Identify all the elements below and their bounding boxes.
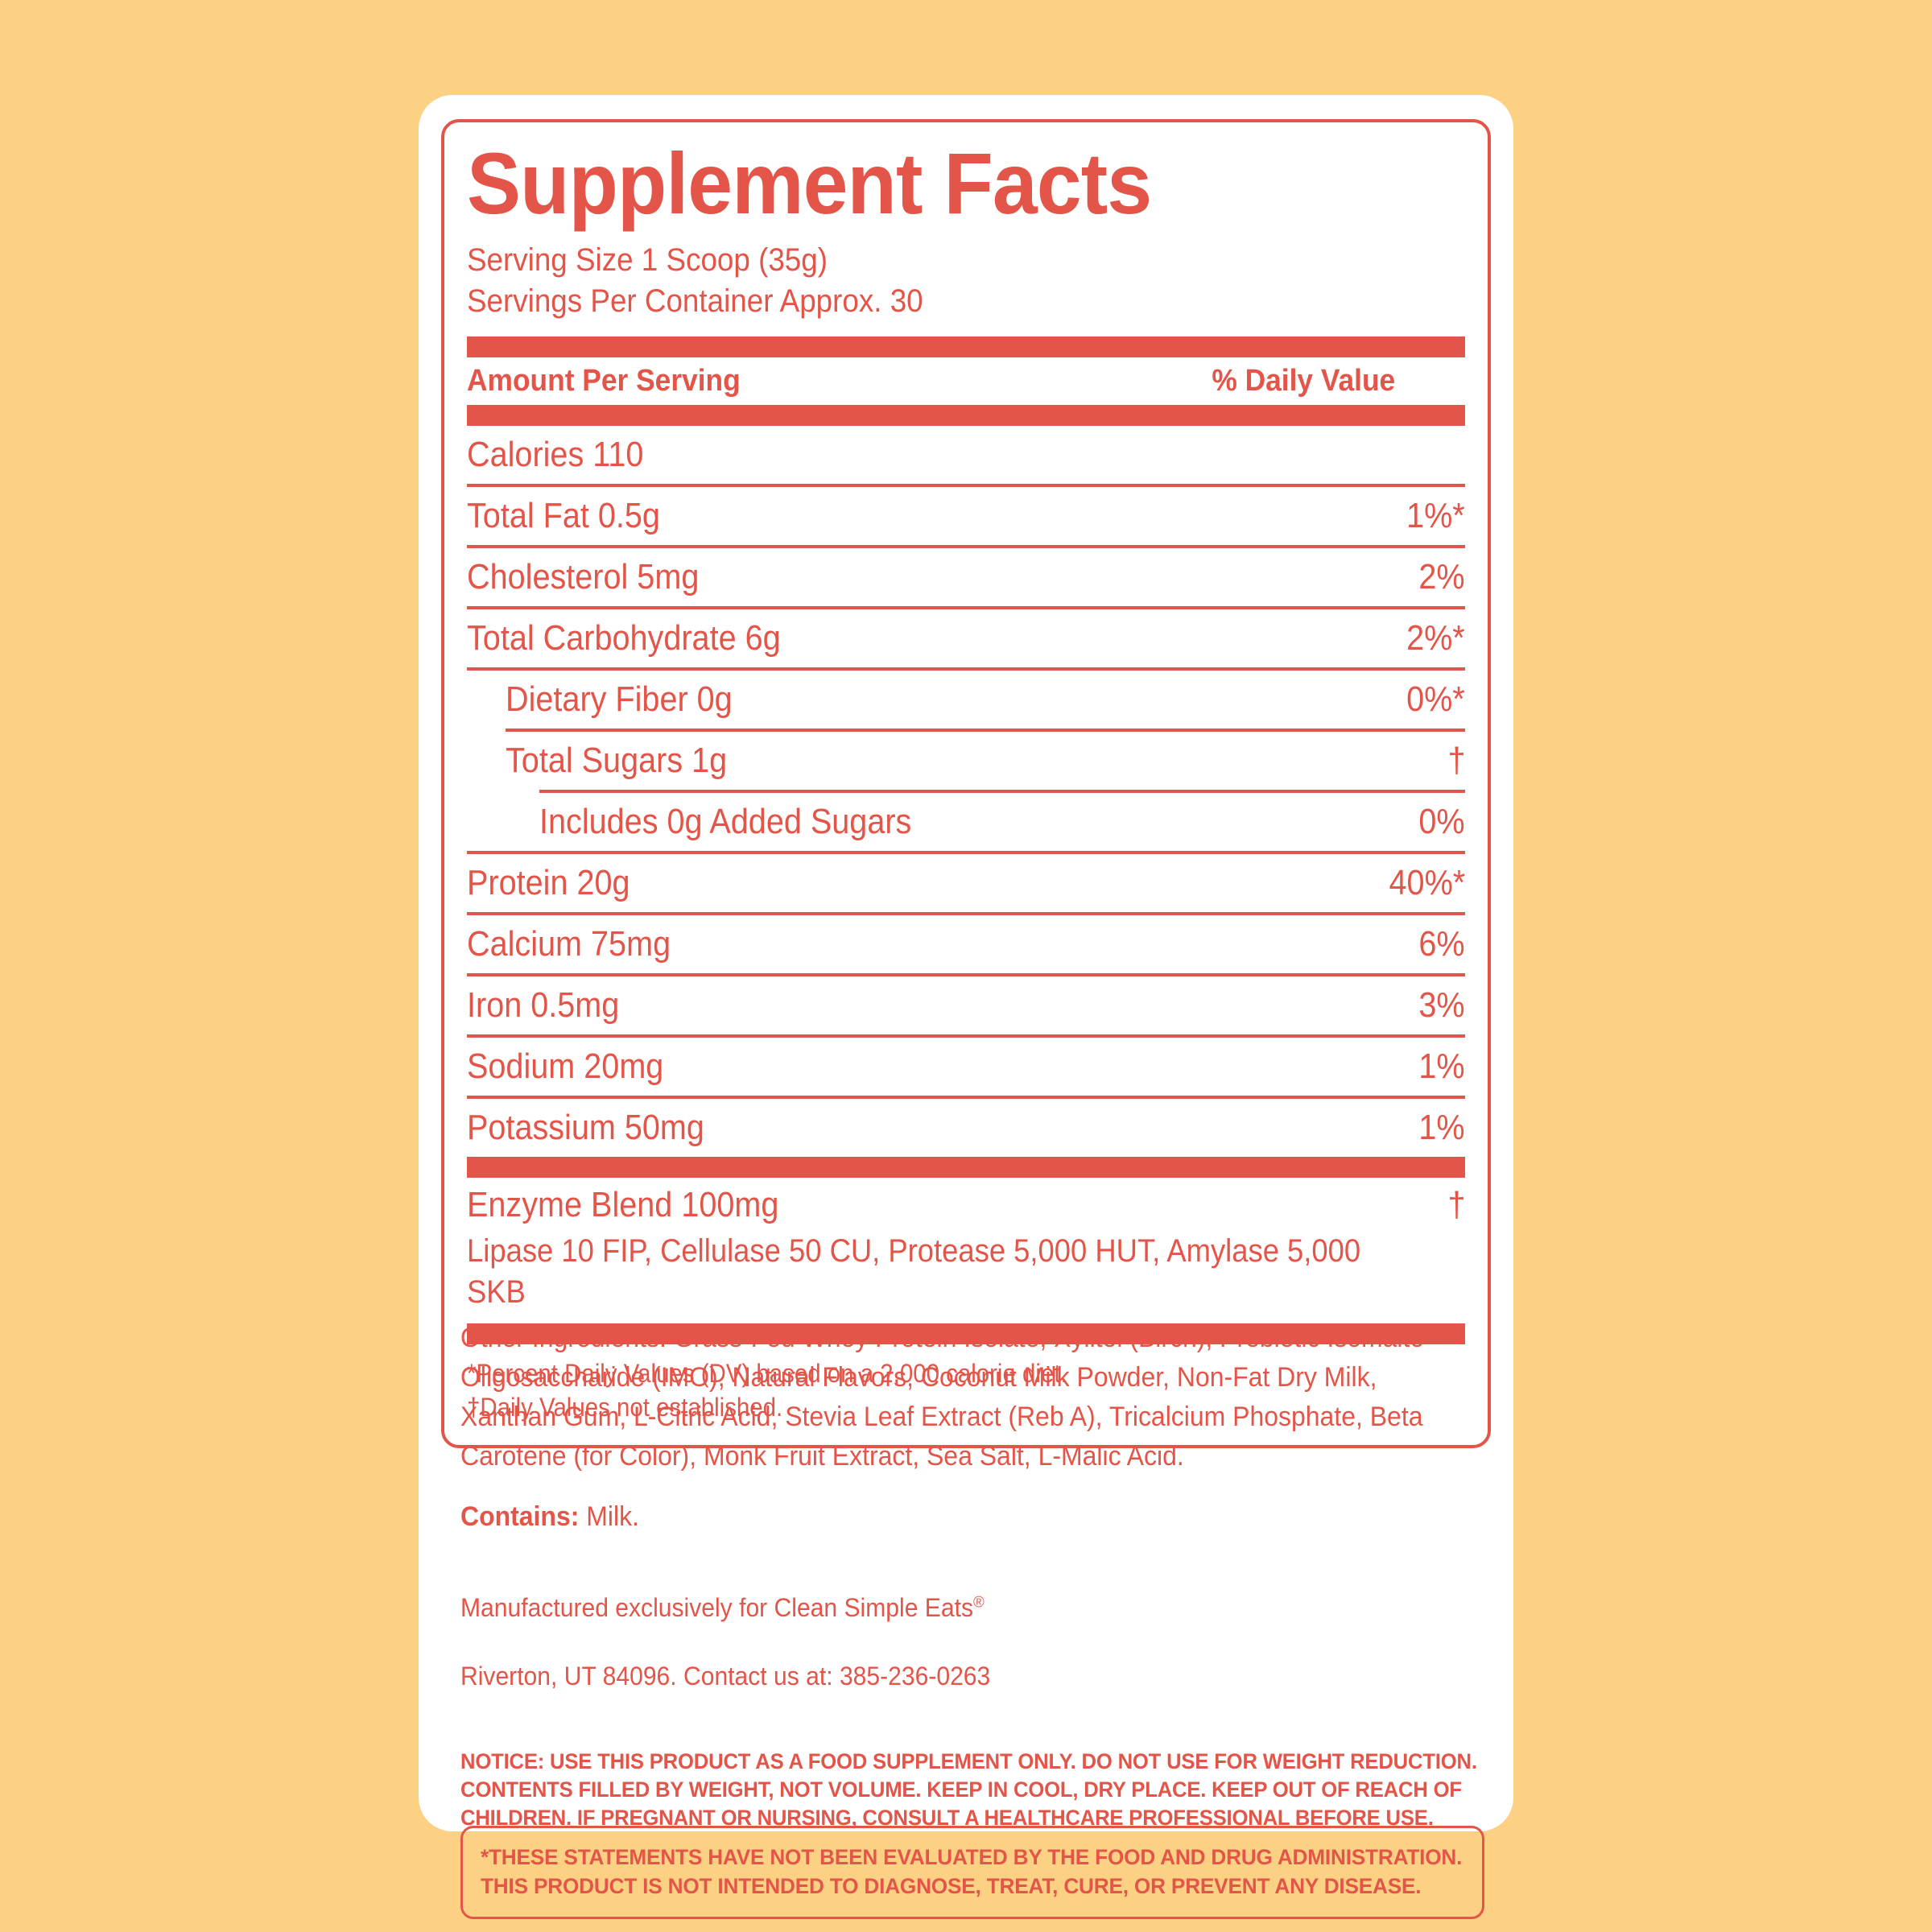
nutrient-name: Dietary Fiber 0g [506,679,733,720]
table-row: Cholesterol 5mg 2% [467,548,1465,606]
table-row: Protein 20g 40%* [467,854,1465,912]
table-row: Sodium 20mg 1% [467,1038,1465,1096]
enzyme-blend-detail: Lipase 10 FIP, Cellulase 50 CU, Protease… [467,1233,1361,1310]
supplement-facts-panel: Supplement Facts Serving Size 1 Scoop (3… [441,119,1491,1449]
nutrient-daily-value: 0% [1418,802,1465,842]
row-divider [467,545,1465,549]
row-divider [467,912,1465,916]
registered-trademark-icon: ® [972,1593,985,1612]
nutrient-daily-value: 2%* [1406,618,1465,658]
row-divider [467,1096,1465,1100]
nutrient-daily-value: 1% [1418,1046,1465,1087]
nutrient-name: Total Sugars 1g [506,741,728,781]
nutrient-daily-value: 40%* [1389,863,1465,903]
table-row: Calories 110 [467,426,1465,484]
row-divider [467,851,1465,855]
servings-per-container-text: Servings Per Container Approx. 30 [467,283,923,320]
nutrient-daily-value: 3% [1418,985,1465,1026]
label-body-text: Other Ingredients: Grass-Fed Whey Protei… [460,1319,1478,1832]
enzyme-blend-block: Enzyme Blend 100mg † Lipase 10 FIP, Cell… [467,1178,1465,1323]
table-row: Calcium 75mg 6% [467,915,1465,973]
nutrient-name: Total Fat 0.5g [467,496,660,536]
daily-value-label: % Daily Value [1212,364,1396,398]
table-row: Total Fat 0.5g 1%* [467,487,1465,545]
manufacturer-line-2: Riverton, UT 84096. Contact us at: 385-2… [460,1661,991,1690]
table-column-header: Amount Per Serving % Daily Value [467,357,1395,405]
enzyme-blend-dv: † [1447,1185,1465,1225]
manufacturer-line-1: Manufactured exclusively for Clean Simpl… [460,1591,1417,1624]
nutrient-name: Potassium 50mg [467,1108,704,1148]
row-divider [467,1034,1465,1038]
row-divider [506,729,1465,733]
table-row: Total Carbohydrate 6g 2%* [467,609,1465,667]
header-bottom-bar [467,405,1465,427]
contains-value: Milk. [586,1501,639,1532]
table-row: Includes 0g Added Sugars 0% [467,793,1465,851]
manufacturer-name: Manufactured exclusively for Clean Simpl… [460,1593,973,1623]
notice-text: NOTICE: USE THIS PRODUCT AS A FOOD SUPPL… [460,1749,1477,1831]
nutrient-name: Calories 110 [467,435,644,475]
serving-info: Serving Size 1 Scoop (35g) Servings Per … [467,240,1385,322]
nutrient-name: Protein 20g [467,863,630,903]
row-divider [467,606,1465,610]
nutrient-name: Total Carbohydrate 6g [467,618,781,658]
amount-per-serving-label: Amount Per Serving [467,364,741,398]
table-row: Iron 0.5mg 3% [467,976,1465,1034]
table-row: Total Sugars 1g † [467,732,1465,790]
fda-disclaimer-box: *THESE STATEMENTS HAVE NOT BEEN EVALUATE… [460,1826,1484,1920]
enzyme-blend-name: Enzyme Blend 100mg [467,1185,779,1225]
contains-label: Contains: [460,1501,580,1532]
nutrient-daily-value: 6% [1418,924,1465,964]
row-divider [539,790,1465,794]
fda-disclaimer-text: *THESE STATEMENTS HAVE NOT BEEN EVALUATE… [481,1845,1463,1899]
manufacturer-info: Manufactured exclusively for Clean Simpl… [460,1557,1417,1727]
header-top-bar [467,336,1465,358]
row-divider [467,973,1465,977]
nutrient-daily-value: 2% [1418,557,1465,597]
nutrient-name: Cholesterol 5mg [467,557,700,597]
nutrient-daily-value: 1%* [1406,496,1465,536]
table-row: Potassium 50mg 1% [467,1099,1465,1157]
nutrient-daily-value: 0%* [1406,679,1465,720]
nutrition-rows: Calories 110 Total Fat 0.5g 1%* Cholesterol… [467,426,1465,1157]
nutrient-daily-value: 1% [1418,1108,1465,1148]
nutrient-name: Calcium 75mg [467,924,671,964]
serving-size-text: Serving Size 1 Scoop (35g) [467,242,828,278]
nutrient-name: Sodium 20mg [467,1046,664,1087]
supplement-label-card: Supplement Facts Serving Size 1 Scoop (3… [419,95,1513,1920]
footnotes: *Percent Daily Values (DV) based on a 2,… [467,1359,1067,1422]
blend-bottom-bar [467,1323,1465,1345]
contains-allergen-text: Contains: Milk. [460,1499,1417,1534]
nutrient-name: Includes 0g Added Sugars [539,802,912,842]
other-ingredients-text: Other Ingredients: Grass-Fed Whey Protei… [460,1323,1433,1472]
table-row: Dietary Fiber 0g 0%* [467,671,1465,729]
blend-top-bar [467,1157,1465,1179]
nutrient-name: Iron 0.5mg [467,985,620,1026]
page-title: Supplement Facts [467,134,1152,232]
row-divider [467,667,1465,671]
row-divider [467,484,1465,488]
nutrient-daily-value: † [1447,741,1465,781]
